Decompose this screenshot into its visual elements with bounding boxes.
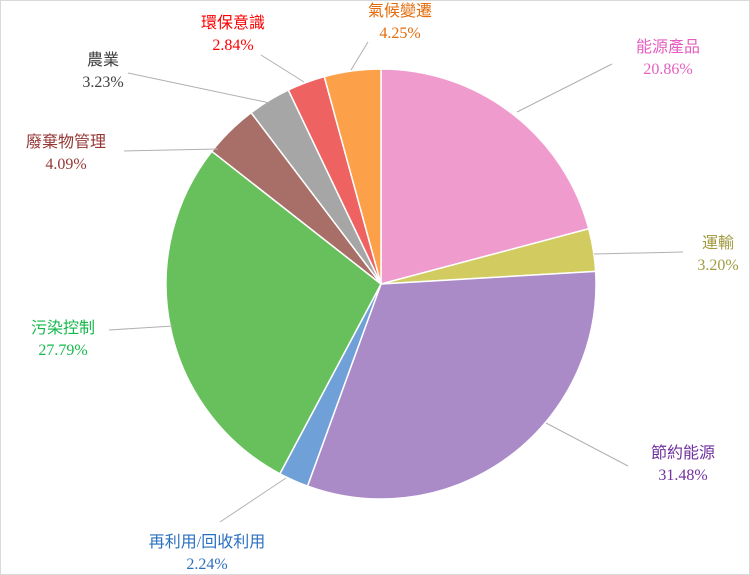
leader-line-7 [127,72,271,104]
slice-value-label-9: 4.25% [379,25,420,42]
slice-label-3: 節約能源 [651,444,715,462]
slice-label-2: 運輸 [702,234,734,252]
slice-value-label-6: 4.09% [45,156,86,173]
slice-value-label-8: 2.84% [212,37,253,54]
slice-label-4: 再利用/回收利用 [149,533,265,551]
leader-line-9 [350,41,369,71]
slice-label-1: 能源產品 [636,38,700,56]
leader-line-8 [260,54,305,83]
pie-slice-1 [380,68,590,285]
slice-value-label-5: 27.79% [38,342,87,359]
leader-line-5 [108,325,174,331]
slice-label-7: 農業 [87,51,119,69]
leader-line-4 [219,477,287,523]
slice-label-6: 廢棄物管理 [26,132,106,151]
slice-value-label-2: 3.20% [697,257,738,274]
pie-slice-9 [323,68,382,285]
pie-slice-5 [165,150,382,475]
pie-slice-3 [306,270,597,500]
leader-line-3 [545,422,629,467]
slice-label-5: 污染控制 [31,319,95,337]
slice-value-label-1: 20.86% [643,61,692,78]
slice-label-8: 環保意識 [201,13,265,32]
slice-value-label-7: 3.23% [82,74,123,91]
leader-line-2 [593,251,684,255]
slice-label-9: 氣候變遷 [368,2,432,20]
leader-line-1 [516,63,613,113]
slice-value-label-4: 2.24% [186,556,227,573]
leader-line-6 [123,148,219,152]
slice-value-label-3: 31.48% [658,467,707,484]
